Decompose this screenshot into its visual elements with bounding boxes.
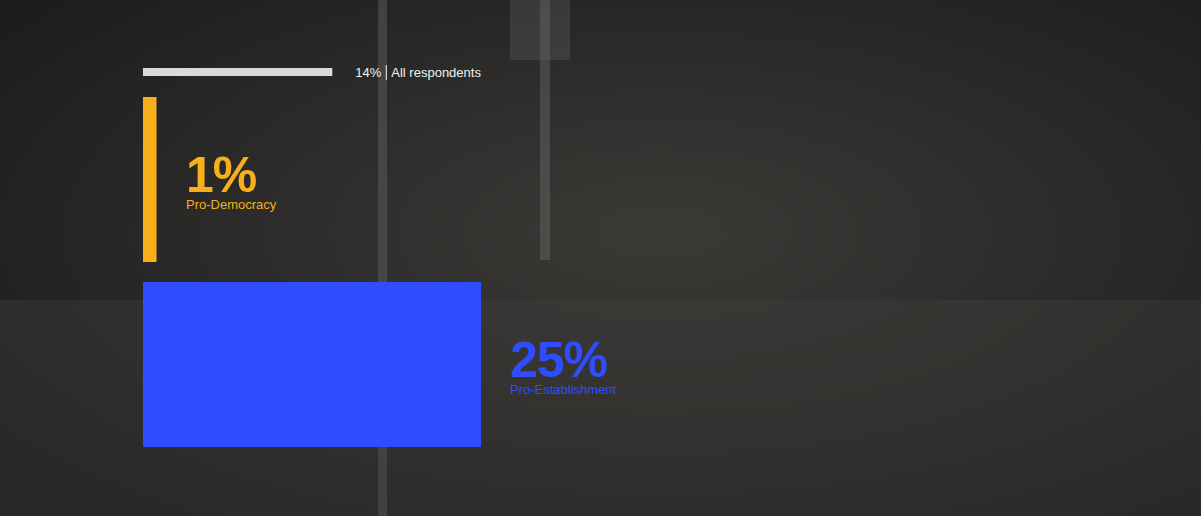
chart: 14% All respondents 1%Pro-Democracy 25%Pro-… — [0, 0, 1201, 516]
value-label: 1% — [186, 147, 257, 203]
separator — [386, 65, 387, 80]
background — [0, 0, 1201, 516]
bar — [143, 68, 332, 76]
category-label: All respondents — [391, 65, 481, 80]
value-label: 14% — [355, 65, 381, 80]
bar — [143, 97, 157, 262]
category-label: Pro-Establishment — [510, 382, 617, 397]
bars — [143, 68, 481, 447]
background-sign — [510, 0, 570, 60]
category-label: Pro-Democracy — [186, 197, 277, 212]
value-label: 25% — [510, 332, 608, 388]
bar — [143, 282, 481, 447]
